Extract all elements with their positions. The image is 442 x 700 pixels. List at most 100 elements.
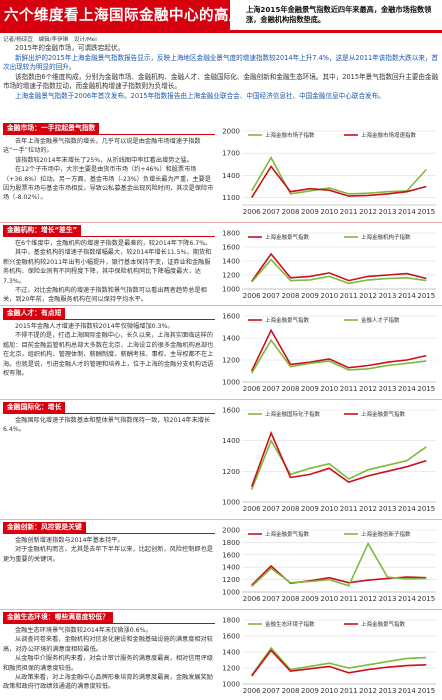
x-tick-label: 2008 (282, 208, 300, 216)
y-tick-label: 1400 (222, 172, 240, 180)
legend-label: 上海金融市场增速指数 (361, 131, 417, 139)
x-tick-label: 2007 (262, 595, 280, 603)
section-paragraph: 对于金融机构而言，尤其是去年下半年以来，比起创新，风险控制即也是更为重要的关键词… (3, 546, 213, 563)
x-tick-label: 2007 (262, 687, 280, 695)
legend-label: 上海金融景气指数 (265, 233, 310, 241)
x-tick-label: 2015 (417, 292, 435, 300)
y-tick-label: 1100 (222, 194, 240, 202)
x-tick-label: 2015 (417, 505, 435, 513)
x-tick-label: 2015 (417, 595, 435, 603)
section-paragraph: 从金融中介服务机构来看，对会计审计服务的满意度最高，相对信用评级和融资担保的满意… (3, 655, 213, 672)
x-tick-label: 2010 (320, 595, 338, 603)
x-tick-label: 2013 (379, 208, 397, 216)
x-tick-label: 2011 (340, 208, 358, 216)
y-tick-label: 1600 (222, 551, 240, 559)
x-tick-label: 2015 (417, 687, 435, 695)
series-line (251, 165, 427, 199)
section-title: 金融市场：一手拉起景气指数 (3, 123, 100, 134)
section-title: 金融机构：增长“差生” (3, 225, 82, 236)
line-chart: 1100 1400 1700 2000 2006 2007 2008 2009 2010 2011… (218, 123, 442, 217)
y-tick-label: 1600 (222, 633, 240, 641)
section-paragraph: 金融国际化增速子指数基本和整体景气指数保持一致，较2014年末增长6.4%。 (3, 417, 211, 434)
series-line (250, 438, 427, 490)
y-tick-label: 1000 (222, 589, 240, 597)
y-tick-label: 1000 (222, 681, 240, 689)
section-rule (3, 623, 215, 624)
y-tick-label: 1000 (222, 286, 240, 294)
intro-paragraph: 2015年的金融市场，可谓跌宕起伏。 (15, 44, 125, 52)
y-tick-label: 1600 (222, 244, 240, 252)
x-tick-label: 2010 (320, 292, 338, 300)
chart-svg: 1000 1200 1400 1600 1800 2006 2007 2008 2009 2010… (222, 617, 436, 695)
section-rule (3, 533, 215, 534)
section-text: 金融生态环境景气指数较2014年末仅微涨0.6%。 从调查问卷来看，金融机构对信息… (3, 626, 215, 692)
section-paragraph: 在6个维度中，金融机构的增速子指数是最差的，较2014年下降6.7%。 (15, 240, 212, 247)
series-line (251, 155, 427, 195)
y-tick-label: 1600 (222, 313, 240, 321)
x-tick-label: 2006 (243, 687, 261, 695)
section-title: 金融生态环境：哪些满意度较低？ (3, 612, 113, 623)
y-tick-label: 1000 (222, 499, 240, 507)
x-tick-label: 2012 (359, 505, 377, 513)
y-tick-label: 2000 (222, 128, 240, 136)
section-paragraph: 其中，基金机构的增速子指数增幅最大，较2014年增长11.5%，期货和新兴金融机… (3, 249, 212, 285)
x-tick-label: 2015 (417, 385, 435, 393)
series-line (251, 258, 427, 285)
legend-label: 金融生态环境子指数 (265, 620, 315, 628)
section-paragraph: 不得不提的是，打造上海国际金融中心，长久以来，上海其实面临这样的尴尬：目前金融监… (3, 332, 214, 378)
section-text: 去年上海金融景气指数的增长，几乎可以说是由金融市场增速子指数这“一手”拉动的。该… (3, 137, 215, 203)
x-tick-label: 2009 (301, 687, 319, 695)
title-rule (0, 30, 442, 33)
series-line (251, 338, 427, 374)
legend-label: 上海金融景气指数 (361, 620, 406, 628)
y-tick-label: 1200 (222, 272, 240, 280)
series-line (251, 646, 427, 676)
x-tick-label: 2007 (262, 505, 280, 513)
x-tick-label: 2006 (243, 208, 261, 216)
legend-label: 上海金融景气指数 (265, 316, 310, 324)
y-tick-label: 1000 (222, 379, 240, 387)
x-tick-label: 2013 (379, 505, 397, 513)
line-chart: 1000 1200 1400 1600 2006 2007 2008 2009 2010 2011… (218, 402, 442, 514)
section-rule (3, 236, 215, 237)
y-tick-label: 1400 (222, 335, 240, 343)
section-paragraph: 去年上海金融景气指数的增长，几乎可以说是由金融市场增速子指数这“一手”拉动的。 (3, 138, 201, 155)
x-tick-label: 2007 (262, 385, 280, 393)
series-line (250, 430, 427, 487)
series-line (251, 252, 427, 282)
y-tick-label: 1600 (222, 407, 240, 415)
section-paragraph: 金融创新增速指数与2014年基本持平。 (15, 537, 124, 544)
section-5: 金融创新：风控要是关键 金融创新增速指数与2014年基本持平。 对于金融机构而言，尤… (0, 522, 442, 608)
section-divider (0, 609, 442, 610)
x-tick-label: 2011 (340, 595, 358, 603)
x-tick-label: 2008 (282, 292, 300, 300)
x-tick-label: 2012 (359, 595, 377, 603)
section-3: 金融人才：有点短 2015年金融人才增速子指数较2014年仅微幅增加0.3%。 不得… (0, 308, 442, 398)
intro-paragraph: 新鲜出炉的2015年上海金融景气指数报告显示，反映上海地区金融业景气度的增速指数… (3, 53, 439, 72)
intro-paragraph: 该指数由6个维度构成，分别为金融市场、金融机构、金融人才、金融国际化、金融创新和… (3, 72, 439, 91)
x-tick-label: 2006 (243, 385, 261, 393)
x-tick-label: 2008 (282, 687, 300, 695)
legend-label: 上海金融机构子指数 (361, 233, 411, 241)
section-title: 金融人才：有点短 (3, 308, 66, 319)
y-tick-label: 1800 (222, 230, 240, 238)
x-tick-label: 2006 (243, 292, 261, 300)
x-tick-label: 2008 (282, 595, 300, 603)
x-tick-label: 2013 (379, 292, 397, 300)
section-paragraph: 该指数较2014年末增长了25%，从折线图中率红看出增势之猛。 (15, 156, 193, 164)
series-line (251, 649, 427, 677)
x-tick-label: 2009 (301, 505, 319, 513)
intro-text: 2015年的金融市场，可谓跌宕起伏。 新鲜出炉的2015年上海金融景气指数报告显… (3, 44, 439, 102)
x-tick-label: 2011 (340, 505, 358, 513)
x-tick-label: 2009 (301, 208, 319, 216)
page-subtitle: 上海2015年金融景气指数近四年来最高，金融市场指数领涨，金融机构指数垫底。 (246, 5, 432, 24)
line-chart: 1000 1200 1400 1600 1800 2000 2006 2007 2008 2009… (218, 522, 442, 604)
section-text: 金融国际化增速子指数基本和整体景气指数保持一致，较2014年末增长6.4%。 (3, 416, 215, 435)
y-tick-label: 1200 (222, 665, 240, 673)
x-tick-label: 2010 (320, 505, 338, 513)
line-chart: 1000 1200 1400 1600 2006 2007 2008 2009 2010 2011… (218, 308, 442, 394)
section-rule (3, 319, 215, 320)
section-text: 2015年金融人才增速子指数较2014年仅微幅增加0.3%。 不得不提的是，打造上… (3, 322, 215, 378)
section-title: 金融国际化：增长 (3, 402, 66, 413)
legend-label: 金融人才子指数 (361, 316, 400, 324)
